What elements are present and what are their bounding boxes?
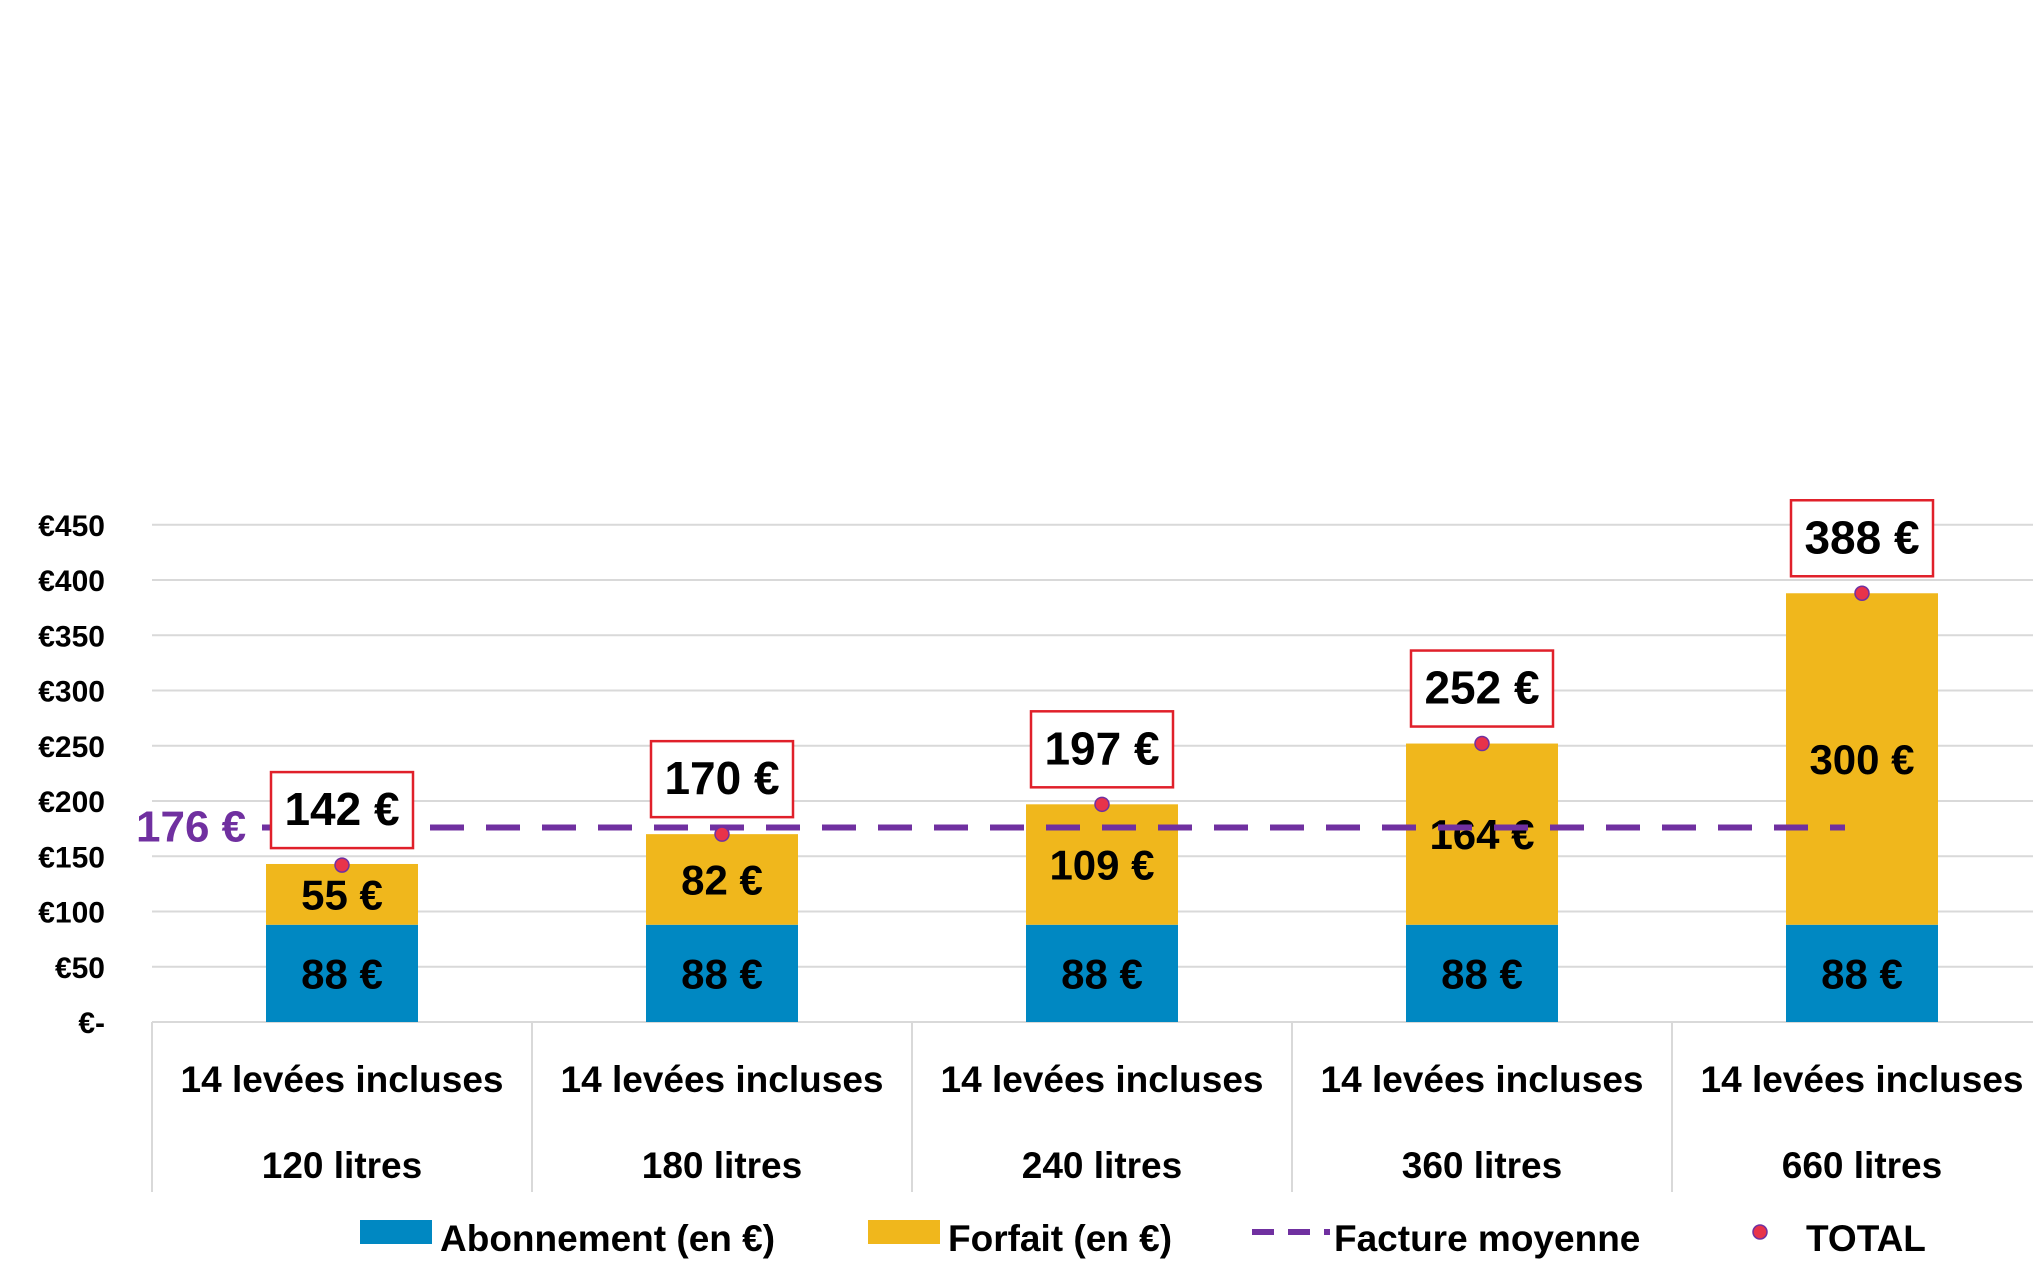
total-label-box bbox=[1409, 649, 1555, 728]
y-tick-label: €50 bbox=[55, 952, 105, 985]
average-line: 176 € bbox=[136, 803, 1845, 852]
x-tick-label: 14 levées incluses bbox=[941, 1059, 1264, 1100]
bar-abonnement bbox=[1786, 924, 1938, 1022]
x-tick-label: 14 levées incluses bbox=[1321, 1059, 1644, 1100]
data-label-abonnement: 88 € bbox=[681, 950, 763, 997]
total-label-box bbox=[1029, 710, 1175, 789]
bar-abonnement bbox=[266, 924, 418, 1022]
data-label-forfait: 82 € bbox=[681, 856, 763, 903]
total-label: 142 € bbox=[284, 783, 399, 835]
legend-label: Facture moyenne bbox=[1334, 1218, 1640, 1259]
bar-forfait bbox=[1406, 743, 1558, 925]
y-tick-label: €400 bbox=[38, 565, 105, 598]
bar-forfait bbox=[1026, 804, 1178, 925]
x-tick-label: 120 litres bbox=[262, 1145, 422, 1186]
y-tick-label: €300 bbox=[38, 676, 105, 709]
y-tick-label: €350 bbox=[38, 620, 105, 653]
x-tick-label: 360 litres bbox=[1402, 1145, 1562, 1186]
total-marker bbox=[1094, 796, 1110, 813]
x-tick-label: 14 levées incluses bbox=[181, 1059, 504, 1100]
total-label-box bbox=[269, 770, 415, 850]
legend-swatch-total bbox=[1752, 1224, 1768, 1240]
total-label: 388 € bbox=[1804, 511, 1919, 563]
legend-swatch-abonnement bbox=[360, 1220, 432, 1244]
bar-abonnement bbox=[1026, 924, 1178, 1022]
y-tick-label: €100 bbox=[38, 897, 105, 930]
y-tick-label: €- bbox=[78, 1007, 105, 1040]
legend-label: Forfait (en €) bbox=[948, 1218, 1172, 1259]
bars: 88 € 55 € 88 € 82 € 88 € 109 € 88 € 164 € 88 € 30… bbox=[266, 593, 1938, 1022]
total-marker bbox=[714, 826, 730, 842]
x-tick-label: 180 litres bbox=[642, 1145, 802, 1186]
total-label-box bbox=[649, 739, 795, 819]
totals: 142 € 170 € 197 € 252 € 388 € bbox=[269, 499, 1935, 873]
bar-forfait bbox=[1786, 593, 1938, 925]
bar-forfait bbox=[266, 863, 418, 925]
y-tick-label: €150 bbox=[38, 841, 105, 874]
x-tick-label: 14 levées incluses bbox=[561, 1059, 884, 1100]
data-label-abonnement: 88 € bbox=[301, 950, 383, 997]
data-label-forfait: 109 € bbox=[1049, 842, 1154, 889]
total-label-box bbox=[1789, 499, 1935, 578]
legend-label: Abonnement (en €) bbox=[440, 1218, 775, 1259]
y-tick-label: €250 bbox=[38, 731, 105, 764]
data-label-forfait: 300 € bbox=[1809, 736, 1914, 783]
y-tick-label: €200 bbox=[38, 786, 105, 819]
legend: Abonnement (en €) Forfait (en €) Facture m… bbox=[360, 1218, 1926, 1259]
total-marker bbox=[1854, 585, 1870, 602]
total-label: 197 € bbox=[1044, 722, 1159, 774]
x-tick-label: 240 litres bbox=[1022, 1145, 1182, 1186]
data-label-abonnement: 88 € bbox=[1441, 950, 1523, 997]
data-label-forfait: 55 € bbox=[301, 871, 383, 918]
bar-forfait bbox=[646, 834, 798, 925]
total-marker bbox=[334, 857, 350, 873]
y-tick-label: €450 bbox=[38, 510, 105, 543]
total-marker bbox=[1474, 735, 1490, 752]
axes: €- €50 €100 €150 €200 €250 €300 €350 €400 €450 14 … bbox=[38, 510, 2033, 1192]
bar-abonnement bbox=[1406, 924, 1558, 1022]
data-label-forfait: 164 € bbox=[1429, 811, 1534, 858]
data-label-abonnement: 88 € bbox=[1061, 950, 1143, 997]
data-label-abonnement: 88 € bbox=[1821, 950, 1903, 997]
total-label: 252 € bbox=[1424, 662, 1539, 714]
total-label: 170 € bbox=[664, 752, 779, 804]
legend-swatch-forfait bbox=[868, 1220, 940, 1244]
x-tick-label: 14 levées incluses bbox=[1701, 1059, 2024, 1100]
bar-abonnement bbox=[646, 924, 798, 1022]
average-line-label: 176 € bbox=[136, 803, 246, 852]
x-tick-label: 660 litres bbox=[1782, 1145, 1942, 1186]
legend-label: TOTAL bbox=[1806, 1218, 1926, 1259]
